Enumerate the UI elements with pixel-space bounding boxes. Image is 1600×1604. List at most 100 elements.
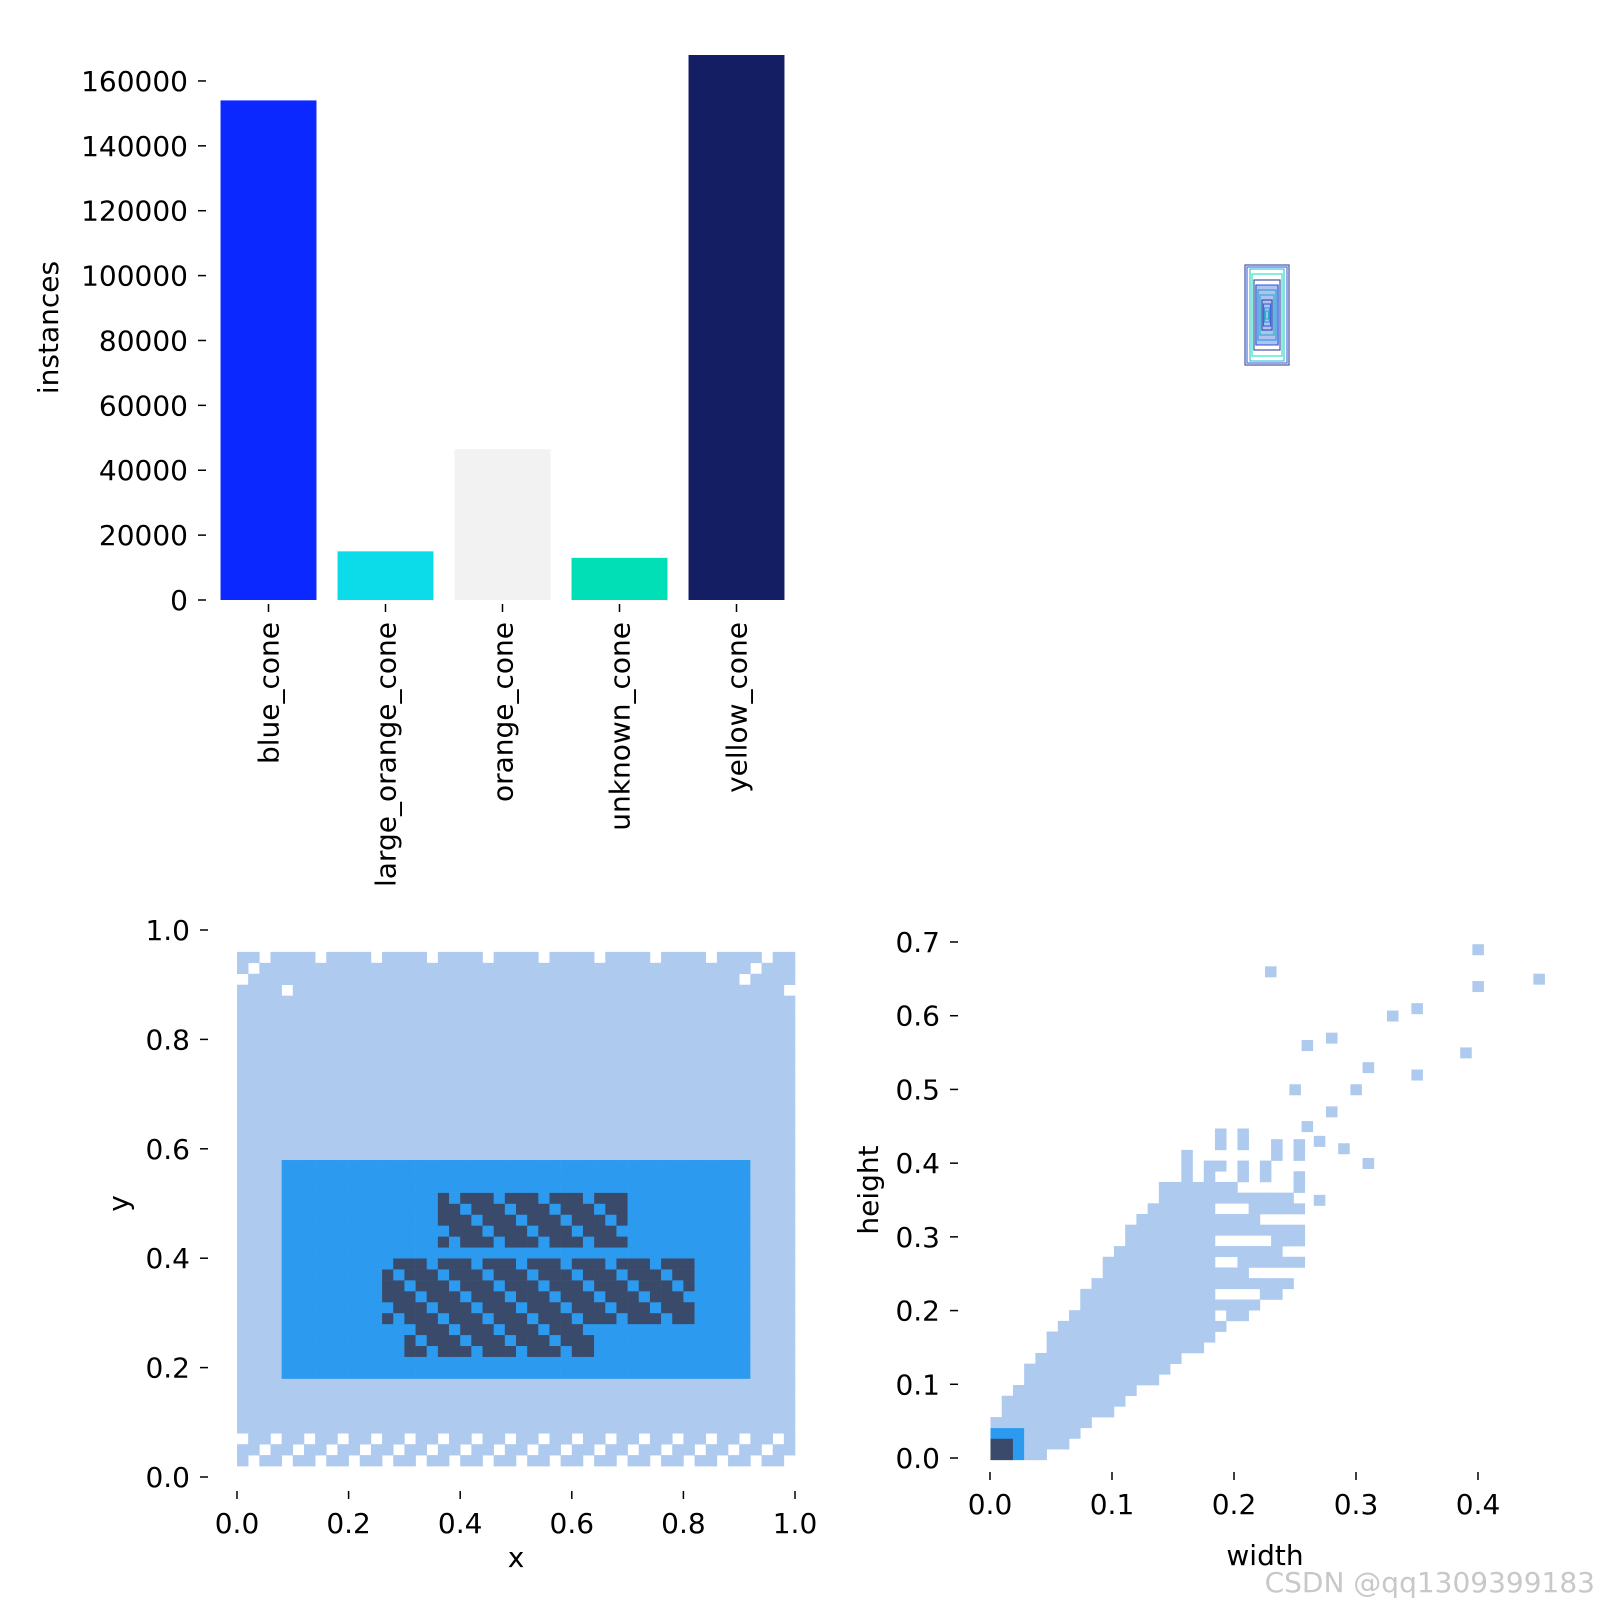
heatmap-cell bbox=[281, 973, 294, 985]
heatmap-cell bbox=[449, 951, 461, 964]
heatmap-cell bbox=[292, 1312, 305, 1325]
heatmap-cell bbox=[649, 1389, 662, 1401]
heatmap-cell bbox=[1259, 1203, 1272, 1215]
heatmap-cell bbox=[694, 1280, 707, 1292]
heatmap-cell bbox=[315, 1258, 327, 1270]
heatmap-cell bbox=[493, 1345, 506, 1357]
heatmap-cell bbox=[303, 1444, 316, 1456]
heatmap-cell bbox=[716, 1203, 729, 1215]
heatmap-cell bbox=[315, 1170, 327, 1182]
heatmap-cell bbox=[594, 1378, 606, 1390]
heatmap-cell bbox=[516, 1039, 528, 1051]
heatmap-cell bbox=[761, 1411, 773, 1423]
heatmap-cell bbox=[739, 995, 751, 1007]
heatmap-cell bbox=[504, 1083, 517, 1095]
heatmap-cell bbox=[493, 1170, 506, 1182]
heatmap-cell bbox=[783, 1411, 796, 1423]
heatmap-cell bbox=[460, 1258, 472, 1270]
heatmap-cell bbox=[237, 1126, 249, 1139]
heatmap-cell bbox=[582, 1323, 595, 1336]
heatmap-cell bbox=[1460, 1047, 1472, 1059]
heatmap-cell bbox=[627, 1422, 640, 1434]
heatmap-cell bbox=[527, 1137, 539, 1150]
heatmap-cell bbox=[750, 1389, 762, 1401]
heatmap-cell bbox=[270, 1181, 282, 1193]
heatmap-cell bbox=[437, 1181, 450, 1193]
heatmap-cell bbox=[783, 1378, 796, 1390]
heatmap-cell bbox=[1125, 1246, 1137, 1258]
heatmap-cell bbox=[370, 1269, 383, 1281]
heatmap-cell bbox=[337, 1170, 349, 1182]
heatmap-cell bbox=[549, 1367, 561, 1379]
heatmap-cell bbox=[661, 1170, 673, 1182]
heatmap-cell bbox=[627, 1378, 640, 1390]
heatmap-cell bbox=[449, 1105, 461, 1117]
heatmap-cell bbox=[705, 1159, 718, 1171]
heatmap-cell bbox=[348, 1170, 361, 1182]
heatmap-cell bbox=[437, 1356, 450, 1368]
heatmap-cell bbox=[292, 1269, 305, 1281]
heatmap-cell bbox=[382, 1247, 394, 1259]
heatmap-cell bbox=[1024, 1438, 1036, 1450]
x-tick-label: 1.0 bbox=[773, 1507, 818, 1540]
heatmap-cell bbox=[538, 1006, 550, 1018]
heatmap-cell bbox=[348, 1192, 361, 1204]
heatmap-cell bbox=[739, 1269, 751, 1281]
heatmap-cell bbox=[237, 962, 249, 975]
heatmap-cell bbox=[471, 1400, 483, 1412]
heatmap-cell bbox=[761, 1422, 773, 1434]
heatmap-cell bbox=[303, 1192, 316, 1204]
heatmap-cell bbox=[270, 1389, 282, 1401]
heatmap-cell bbox=[259, 1334, 271, 1347]
heatmap-cell bbox=[750, 1181, 762, 1193]
heatmap-cell bbox=[337, 1028, 349, 1040]
heatmap-cell bbox=[582, 1301, 595, 1314]
heatmap-cell bbox=[538, 1203, 550, 1215]
heatmap-cell bbox=[437, 1083, 450, 1095]
heatmap-cell bbox=[605, 995, 617, 1007]
heatmap-cell bbox=[471, 1225, 483, 1237]
heatmap-cell bbox=[1046, 1395, 1059, 1407]
heatmap-cell bbox=[672, 1126, 684, 1139]
heatmap-cell bbox=[582, 1137, 595, 1150]
heatmap-cell bbox=[393, 1411, 405, 1423]
heatmap-cell bbox=[449, 1148, 461, 1161]
heatmap-cell bbox=[627, 1181, 640, 1193]
heatmap-cell bbox=[370, 1083, 383, 1095]
heatmap-cell bbox=[1136, 1363, 1148, 1375]
heatmap-cell bbox=[582, 1444, 595, 1456]
heatmap-cell bbox=[605, 1137, 617, 1150]
heatmap-cell bbox=[493, 1400, 506, 1412]
heatmap-cell bbox=[348, 1137, 361, 1150]
heatmap-cell bbox=[404, 1422, 416, 1434]
heatmap-cell bbox=[393, 1028, 405, 1040]
heatmap-cell bbox=[326, 1126, 338, 1139]
heatmap-cell bbox=[482, 1247, 494, 1259]
heatmap-cell bbox=[616, 1400, 628, 1412]
heatmap-cell bbox=[549, 1334, 561, 1347]
heatmap-cell bbox=[504, 951, 517, 964]
heatmap-cell bbox=[359, 1433, 372, 1445]
heatmap-cell bbox=[281, 1247, 294, 1259]
heatmap-cell bbox=[549, 1094, 561, 1106]
heatmap-cell bbox=[493, 951, 506, 964]
heatmap-cell bbox=[627, 1170, 640, 1182]
heatmap-cell bbox=[504, 1050, 517, 1062]
heatmap-cell bbox=[683, 1225, 695, 1237]
heatmap-cell bbox=[683, 1356, 695, 1368]
heatmap-cell bbox=[1170, 1278, 1182, 1290]
heatmap-cell bbox=[716, 1137, 729, 1150]
heatmap-cell bbox=[549, 1006, 561, 1018]
heatmap-cell bbox=[616, 1072, 628, 1084]
heatmap-cell bbox=[426, 962, 439, 975]
heatmap-cell bbox=[549, 1028, 561, 1040]
heatmap-cell bbox=[370, 1214, 383, 1226]
heatmap-cell bbox=[616, 1028, 628, 1040]
heatmap-cell bbox=[728, 1312, 740, 1325]
heatmap-cell bbox=[248, 1006, 260, 1018]
heatmap-cell bbox=[348, 1422, 361, 1434]
heatmap-cell bbox=[516, 1170, 528, 1182]
heatmap-cell bbox=[1226, 1224, 1238, 1236]
heatmap-cell bbox=[393, 1083, 405, 1095]
heatmap-cell bbox=[460, 1050, 472, 1062]
